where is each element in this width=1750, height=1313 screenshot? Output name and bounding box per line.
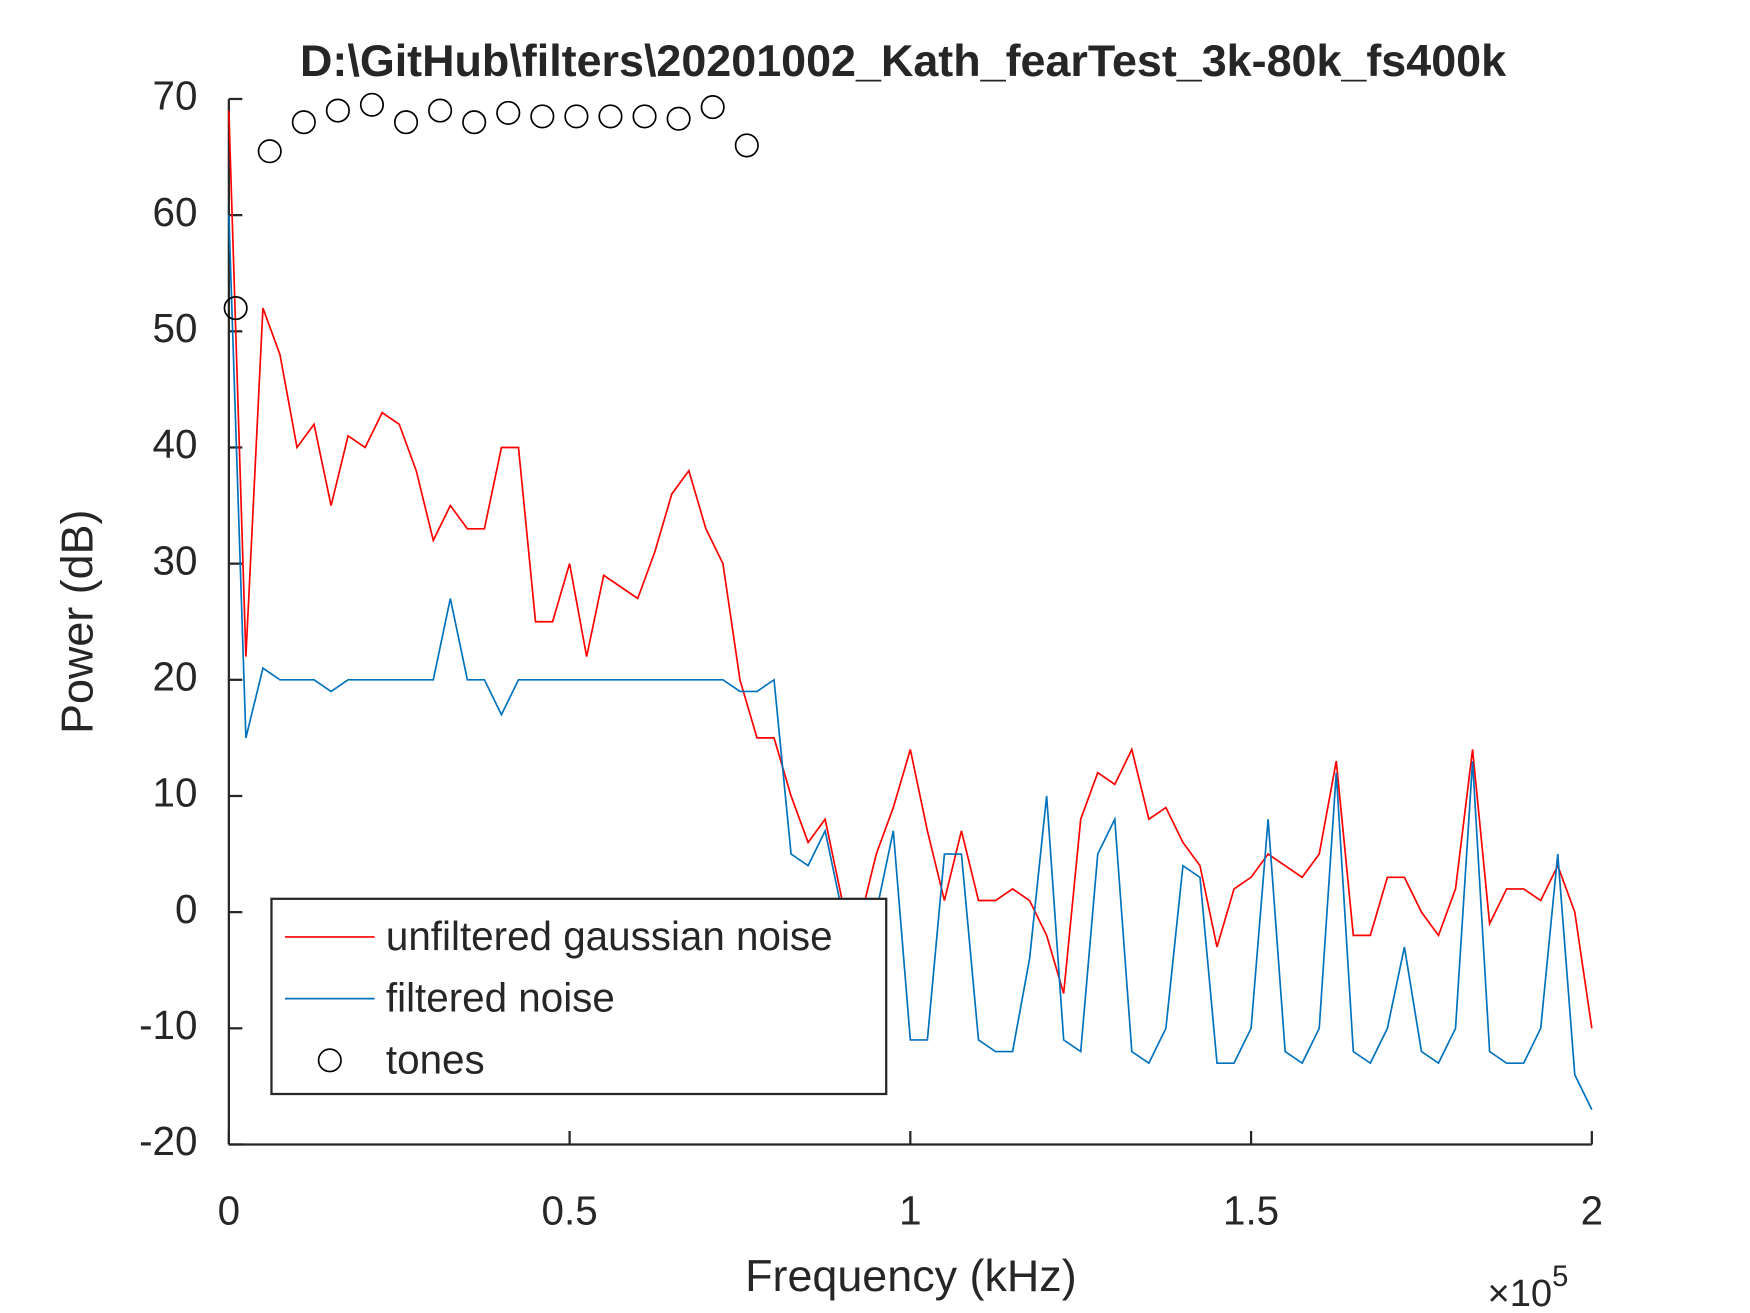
tone-marker (734, 133, 759, 158)
tone-marker (257, 139, 282, 164)
y-tick-label: 20 (153, 653, 198, 699)
legend-label: tones (386, 1036, 485, 1082)
tone-marker (325, 98, 350, 123)
chart-title: D:\GitHub\filters\20201002_Kath_fearTest… (300, 35, 1506, 86)
tone-marker (598, 104, 623, 129)
y-tick-label: -10 (139, 1002, 197, 1048)
tone-marker (428, 98, 453, 123)
tone-marker (700, 95, 725, 120)
x-multiplier: ×105 (1487, 1261, 1568, 1313)
tone-marker (530, 104, 555, 129)
tone-marker (223, 296, 248, 321)
x-tick-label: 1 (899, 1188, 921, 1234)
legend: unfiltered gaussian noise filtered noise t… (270, 897, 888, 1096)
y-axis-label: Power (dB) (52, 510, 103, 734)
legend-box (270, 897, 888, 1096)
tone-marker (632, 104, 657, 129)
y-tick-label: 10 (153, 770, 198, 816)
x-multiplier-base: ×10 (1487, 1272, 1552, 1313)
tone-marker (291, 110, 316, 135)
tone-marker (496, 100, 521, 125)
legend-marker (317, 1048, 342, 1073)
series-line (228, 215, 1593, 1110)
tone-marker (564, 104, 589, 129)
y-tick-label: 40 (153, 421, 198, 467)
tone-marker (359, 92, 385, 117)
x-tick-label: 2 (1581, 1188, 1603, 1234)
y-tick-label: 30 (153, 537, 198, 583)
legend-label: unfiltered gaussian noise (386, 913, 833, 959)
y-tick-label: 50 (153, 305, 198, 351)
x-tick-label: 1.5 (1223, 1188, 1279, 1234)
x-tick-label: 0.5 (542, 1188, 598, 1234)
y-tick-label: 0 (175, 886, 197, 932)
x-multiplier-exponent: 5 (1552, 1261, 1568, 1293)
x-tick-label: 0 (218, 1188, 240, 1234)
y-tick-label: 70 (153, 73, 198, 119)
legend-label: filtered noise (386, 975, 615, 1021)
y-tick-label: 60 (153, 189, 198, 235)
x-axis-label: Frequency (kHz) (745, 1250, 1077, 1301)
tone-marker (462, 110, 487, 135)
y-tick-label: -20 (139, 1118, 197, 1164)
tone-marker (393, 110, 419, 135)
series-line (228, 110, 1593, 1029)
tone-marker (666, 106, 691, 131)
